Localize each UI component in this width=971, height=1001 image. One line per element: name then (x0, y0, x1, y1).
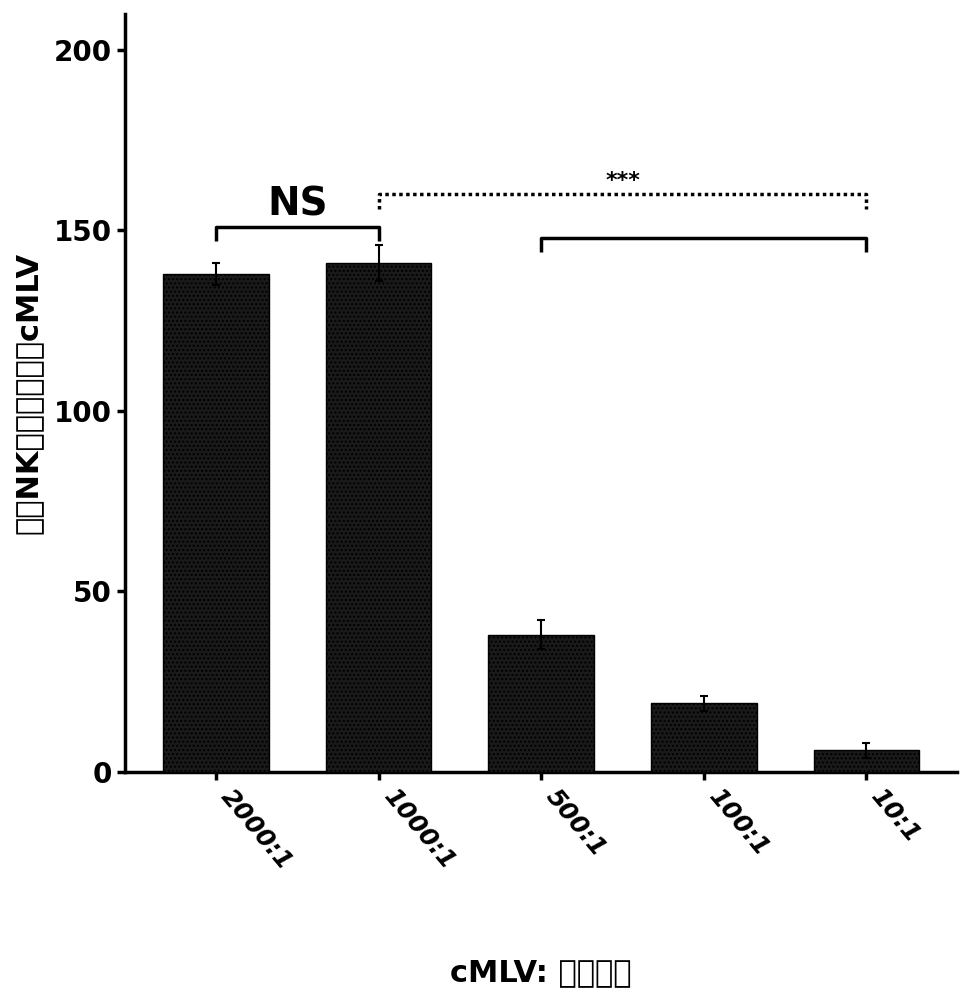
Text: NS: NS (267, 185, 327, 223)
Bar (325, 263, 431, 772)
Bar (651, 704, 756, 772)
Bar (814, 751, 920, 772)
Text: ***: *** (605, 171, 640, 191)
Bar (163, 274, 269, 772)
Bar (488, 635, 594, 772)
Y-axis label: 每个NK细胞的绑合的cMLV: 每个NK细胞的绑合的cMLV (14, 252, 43, 534)
X-axis label: cMLV: 细胞的比: cMLV: 细胞的比 (451, 958, 632, 987)
